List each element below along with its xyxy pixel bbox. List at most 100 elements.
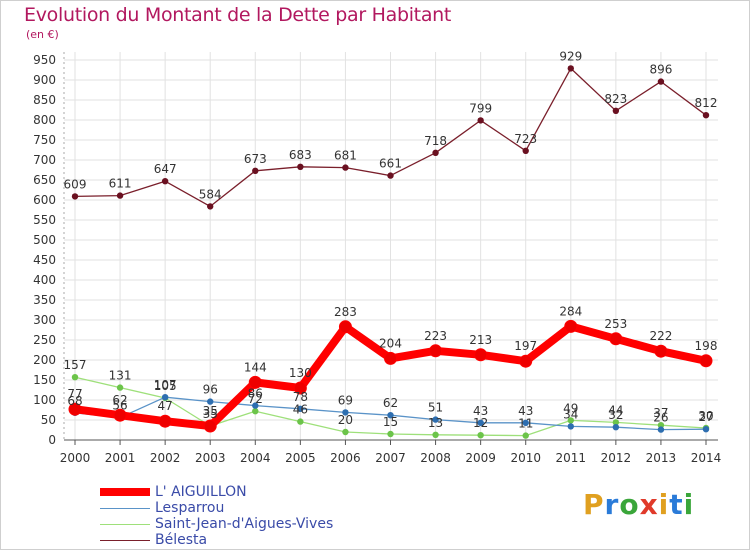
logo-letter: P <box>583 488 605 521</box>
data-point <box>654 344 668 358</box>
data-point <box>252 402 259 409</box>
x-tick-label: 2010 <box>510 451 541 465</box>
logo-letter: t <box>669 488 684 521</box>
data-label: 34 <box>563 407 578 421</box>
data-label: 929 <box>559 49 582 63</box>
y-tick-label: 450 <box>33 253 56 267</box>
data-point <box>657 426 665 433</box>
data-point <box>203 419 217 433</box>
data-label: 49 <box>563 401 578 415</box>
data-label: 681 <box>334 149 357 163</box>
data-label: 11 <box>518 417 533 431</box>
logo-letter: x <box>639 488 659 521</box>
data-point <box>657 422 665 429</box>
data-label: 799 <box>469 101 492 115</box>
data-label: 86 <box>248 387 263 401</box>
legend-swatch <box>100 507 150 509</box>
chart-unit: (en €) <box>26 28 59 41</box>
data-label: 46 <box>293 403 308 417</box>
data-point <box>387 172 394 179</box>
axes: 0 50 100 150 200 250 300 350 400 450 500 550 600 650 7… <box>33 52 721 465</box>
data-label: 35 <box>203 407 218 421</box>
data-label: 198 <box>695 339 718 353</box>
data-label: 47 <box>158 399 173 413</box>
data-label: 32 <box>608 408 623 422</box>
y-tick-label: 400 <box>33 273 56 287</box>
data-labels: 609 611 647 584 673 683 681 661 718 799 723 929 823 8… <box>64 49 718 430</box>
y-tick-label: 300 <box>33 313 56 327</box>
data-label: 72 <box>248 392 263 406</box>
data-point <box>387 412 394 419</box>
data-point <box>432 149 439 156</box>
legend: L' AIGUILLON Lesparrou Saint-Jean-d'Aigues… <box>100 484 360 548</box>
y-tick-label: 650 <box>33 173 56 187</box>
data-point <box>342 409 349 416</box>
x-tick-label: 2001 <box>105 451 136 465</box>
legend-item: Bélesta <box>100 532 360 548</box>
data-point <box>116 192 124 199</box>
y-tick-label: 500 <box>33 233 56 247</box>
data-label: 26 <box>653 411 668 425</box>
legend-item: L' AIGUILLON <box>100 484 360 500</box>
x-tick-label: 2002 <box>150 451 181 465</box>
x-tick-label: 2012 <box>601 451 632 465</box>
data-point <box>612 419 620 426</box>
data-label: 823 <box>604 92 627 106</box>
logo-letter: i <box>658 488 670 521</box>
y-tick-label: 600 <box>33 193 56 207</box>
data-point <box>567 417 574 424</box>
data-label: 197 <box>514 339 537 353</box>
data-point <box>113 408 127 422</box>
data-point <box>519 354 533 368</box>
data-label: 56 <box>112 399 127 413</box>
data-label: 131 <box>109 369 132 383</box>
logo-letter: r <box>604 488 620 521</box>
data-label: 105 <box>154 379 177 393</box>
legend-label: Lesparrou <box>155 500 225 516</box>
y-tick-label: 900 <box>33 73 56 87</box>
data-point <box>71 193 79 200</box>
data-point <box>522 147 529 154</box>
data-point <box>384 351 397 365</box>
data-label: 13 <box>428 416 443 430</box>
y-tick-label: 250 <box>33 333 56 347</box>
data-point <box>297 405 304 412</box>
y-tick-label: 700 <box>33 153 56 167</box>
data-label: 78 <box>293 390 308 404</box>
data-point <box>702 112 710 119</box>
data-label: 144 <box>244 360 267 374</box>
data-point <box>342 428 349 436</box>
y-tick-label: 200 <box>33 353 56 367</box>
data-point <box>248 375 262 389</box>
x-tick-label: 2000 <box>60 451 91 465</box>
data-label: 44 <box>608 403 623 417</box>
y-tick-label: 150 <box>33 373 56 387</box>
y-tick-label: 350 <box>33 293 56 307</box>
x-tick-label: 2006 <box>330 451 361 465</box>
data-point <box>567 423 574 430</box>
y-tick-label: 550 <box>33 213 56 227</box>
data-label: 253 <box>604 317 627 331</box>
data-point <box>477 419 484 426</box>
y-tick-label: 100 <box>33 393 56 407</box>
data-label: 723 <box>514 132 537 146</box>
legend-label: Bélesta <box>155 532 208 548</box>
data-point <box>522 432 529 439</box>
data-label: 812 <box>695 96 718 110</box>
data-label: 584 <box>199 187 222 201</box>
data-label: 647 <box>154 162 177 176</box>
data-point <box>522 419 529 426</box>
data-label: 223 <box>424 329 447 343</box>
data-point <box>432 431 439 438</box>
data-point <box>609 332 623 346</box>
chart-title: Evolution du Montant de la Dette par Hab… <box>24 4 452 26</box>
data-point <box>207 203 214 210</box>
data-point <box>702 426 710 433</box>
data-label: 896 <box>649 63 672 77</box>
legend-swatch <box>100 539 150 541</box>
data-point <box>116 384 124 391</box>
data-label: 43 <box>518 404 533 418</box>
data-label: 37 <box>653 406 668 420</box>
data-label: 609 <box>64 177 87 191</box>
data-point <box>567 65 574 72</box>
